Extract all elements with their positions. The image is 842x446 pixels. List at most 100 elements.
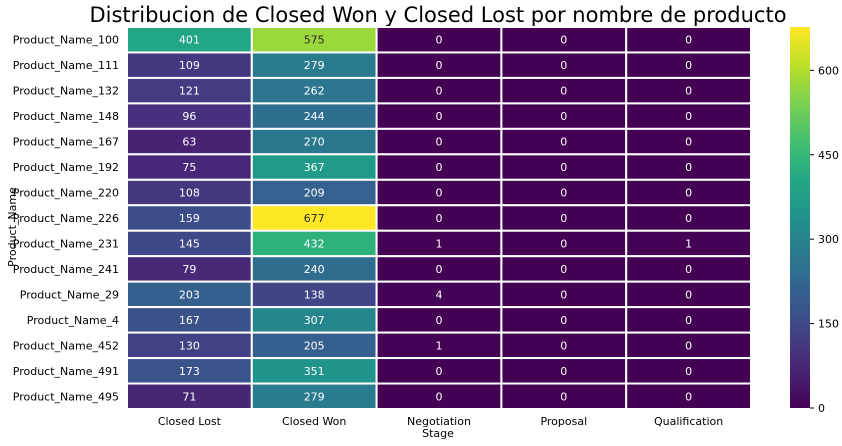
cell-value-label: 0 [685, 288, 692, 301]
cell-value-label: 0 [436, 110, 443, 123]
heatmap-cell [375, 51, 503, 79]
cell-value-label: 0 [436, 390, 443, 403]
heatmap-cell [250, 76, 378, 105]
cell-value-label: 401 [179, 34, 200, 47]
cell-value-label: 0 [560, 390, 567, 403]
column-tick-label: Qualification [654, 415, 723, 428]
cell-value-label: 0 [560, 34, 567, 47]
cell-value-label: 121 [179, 85, 200, 98]
cell-value-label: 138 [304, 288, 325, 301]
cell-value-label: 0 [685, 110, 692, 123]
heatmap-cell [126, 178, 253, 207]
cell-value-label: 307 [304, 314, 325, 327]
cell-value-label: 130 [179, 339, 200, 352]
cell-value-label: 270 [304, 136, 325, 149]
heatmap-cell [625, 280, 753, 309]
cell-value-label: 0 [436, 263, 443, 276]
heatmap-cell [126, 331, 253, 360]
heatmap-cell [625, 382, 753, 410]
cell-value-label: 0 [436, 136, 443, 149]
heatmap-cell [250, 102, 378, 130]
cell-value-label: 0 [436, 85, 443, 98]
heatmap-cell [500, 306, 628, 334]
cell-value-label: 167 [179, 314, 200, 327]
cell-value-label: 432 [304, 237, 325, 250]
cell-value-label: 108 [179, 187, 200, 200]
colorbar-tick-label: 450 [818, 149, 839, 162]
cell-value-label: 0 [560, 365, 567, 378]
cell-value-label: 0 [560, 339, 567, 352]
heatmap-cell [625, 357, 753, 385]
heatmap-cell [625, 51, 753, 79]
cell-value-label: 0 [436, 34, 443, 47]
heatmap-cell [500, 102, 628, 130]
cell-value-label: 0 [560, 212, 567, 225]
cell-value-label: 575 [304, 34, 325, 47]
row-tick-label: Product_Name_29 [20, 288, 119, 301]
heatmap-cell [500, 382, 628, 410]
heatmap-cell [126, 204, 253, 232]
heatmap-cell [500, 331, 628, 360]
cell-value-label: 209 [304, 187, 325, 200]
heatmap-cell [625, 102, 753, 130]
heatmap-cell [126, 306, 253, 334]
heatmap-cell [375, 382, 503, 410]
row-tick-label: Product_Name_148 [13, 110, 119, 123]
chart-title: Distribucion de Closed Won y Closed Lost… [89, 3, 786, 27]
cell-value-label: 75 [182, 161, 196, 174]
heatmap-cell [126, 280, 253, 309]
heatmap-cell [126, 357, 253, 385]
row-tick-label: Product_Name_4 [27, 314, 119, 327]
heatmap-cell [375, 255, 503, 283]
column-tick-label: Proposal [540, 415, 587, 428]
colorbar-tick-label: 600 [818, 64, 839, 77]
row-tick-label: Product_Name_491 [13, 365, 119, 378]
heatmap-cell [625, 255, 753, 283]
cell-value-label: 262 [304, 85, 325, 98]
cell-value-label: 0 [560, 288, 567, 301]
heatmap-cell [500, 280, 628, 309]
cell-value-label: 0 [685, 263, 692, 276]
cell-value-label: 0 [685, 339, 692, 352]
heatmap-cell [250, 204, 378, 232]
cell-value-label: 279 [304, 59, 325, 72]
cell-value-label: 0 [560, 85, 567, 98]
cell-value-label: 240 [304, 263, 325, 276]
row-tick-label: Product_Name_192 [13, 161, 119, 174]
cell-value-label: 0 [685, 34, 692, 47]
cell-value-label: 63 [182, 136, 196, 149]
colorbar-tick-label: 300 [818, 233, 839, 246]
colorbar-tick-label: 150 [818, 318, 839, 331]
column-labels: Closed Lost Closed Won Negotiation Proposal… [158, 415, 723, 428]
row-labels: Product_Name_100 Product_Name_111 Product_… [13, 34, 119, 404]
column-tick-label: Negotiation [407, 415, 471, 428]
cell-value-label: 677 [304, 212, 325, 225]
cell-value-label: 0 [436, 365, 443, 378]
cell-value-label: 0 [685, 85, 692, 98]
cell-value-label: 0 [685, 161, 692, 174]
column-tick-label: Closed Lost [158, 415, 222, 428]
heatmap-cell [375, 357, 503, 385]
x-axis-label: Stage [422, 427, 454, 440]
heatmap-cell [126, 102, 253, 130]
heatmap-cell [625, 229, 753, 258]
cell-value-label: 1 [685, 237, 692, 250]
cell-value-label: 0 [436, 314, 443, 327]
row-tick-label: Product_Name_495 [13, 390, 119, 403]
cell-value-label: 0 [560, 161, 567, 174]
cell-value-label: 0 [685, 136, 692, 149]
cell-value-label: 173 [179, 365, 200, 378]
cell-value-label: 0 [685, 59, 692, 72]
heatmap-cell [500, 357, 628, 385]
row-tick-label: Product_Name_132 [13, 85, 119, 98]
cell-value-label: 0 [560, 263, 567, 276]
row-tick-label: Product_Name_241 [13, 263, 119, 276]
cell-value-label: 0 [560, 237, 567, 250]
heatmap-cell [250, 357, 378, 385]
heatmap-cell [625, 153, 753, 181]
cell-value-label: 351 [304, 365, 325, 378]
row-tick-label: Product_Name_231 [13, 237, 119, 250]
cell-value-label: 159 [179, 212, 200, 225]
column-tick-label: Closed Won [282, 415, 346, 428]
